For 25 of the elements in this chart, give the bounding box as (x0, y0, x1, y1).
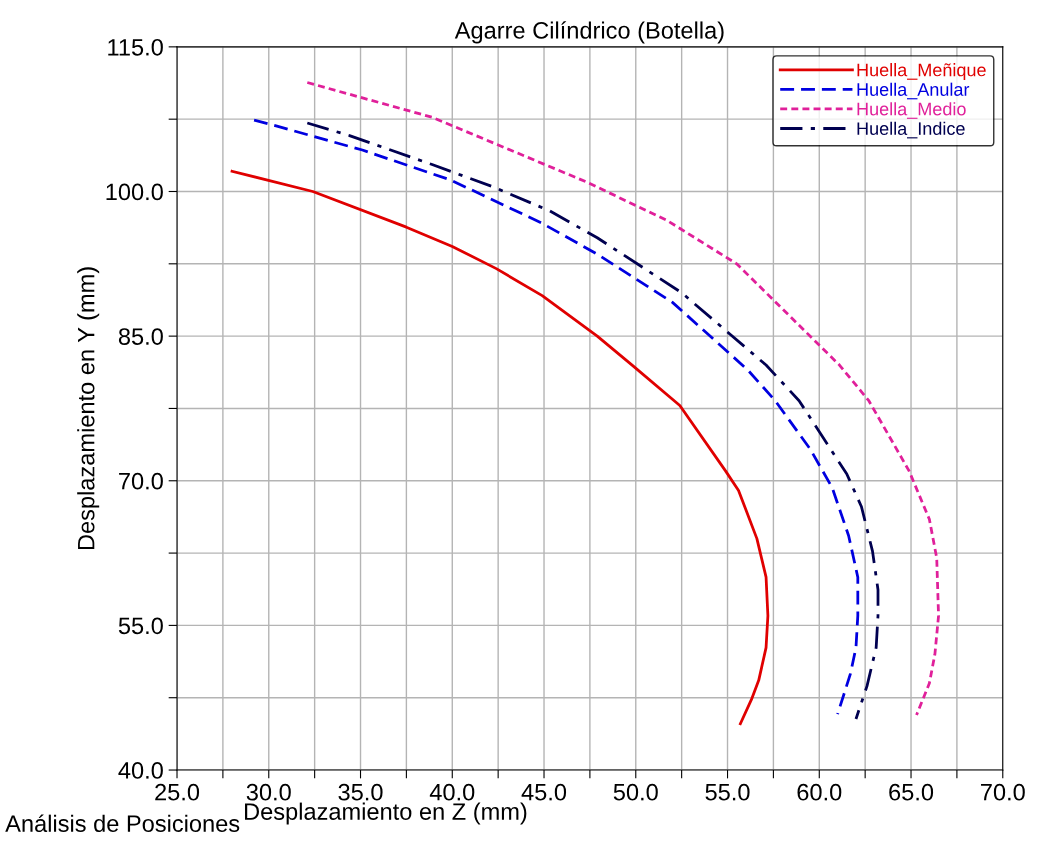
x-axis-title: Desplazamiento en Z (mm) (245, 802, 527, 825)
x-tick-label: 30.0 (246, 783, 291, 801)
x-tick-label: 35.0 (338, 783, 383, 801)
legend-label: Huella_Meñique (857, 63, 986, 80)
y-axis-title: Desplazamiento en Y (mm) (77, 267, 100, 550)
y-tick-label: 85.0 (118, 328, 163, 345)
x-tick-label: 25.0 (155, 783, 200, 801)
legend-label: Huella_Anular (857, 82, 970, 100)
x-tick-label: 40.0 (429, 783, 475, 801)
x-tick-label: 60.0 (797, 783, 842, 801)
x-tick-label: 50.0 (613, 783, 658, 801)
chart-title: Agarre Cilíndrico (Botella) (454, 21, 724, 44)
x-tick-label: 70.0 (981, 783, 1025, 801)
legend-label: Huella_Indice (857, 121, 965, 139)
y-tick-label: 40.0 (118, 762, 163, 779)
x-tick-label: 45.0 (521, 783, 567, 801)
y-tick-label: 115.0 (108, 38, 163, 56)
y-tick-label: 100.0 (106, 183, 163, 201)
text: Análisis de Posiciones (5, 814, 240, 832)
x-tick-label: 65.0 (889, 783, 934, 801)
line-series (230, 169, 770, 726)
legend-label: Huella_Medio (857, 102, 966, 119)
x-tick-label: 55.0 (705, 783, 750, 801)
y-tick-label: 55.0 (118, 617, 163, 635)
y-tick-label: 70.0 (119, 472, 163, 490)
